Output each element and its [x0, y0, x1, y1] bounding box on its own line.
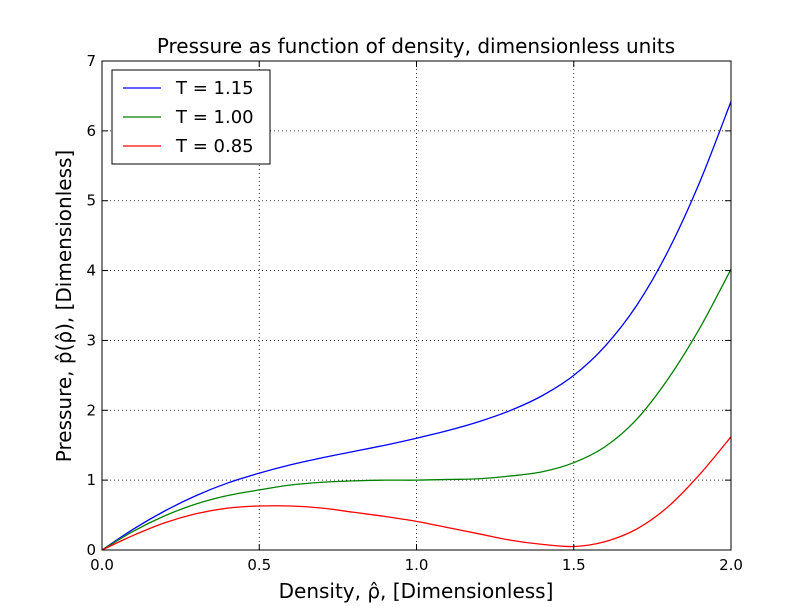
y-tick-label: 2 [86, 401, 96, 419]
series-line-3 [101, 436, 732, 551]
x-axis-label: Density, ρ̂, [Dimensionless] [279, 579, 554, 603]
ticks [101, 60, 732, 551]
legend: T = 1.15 T = 1.00 T = 0.85 [111, 69, 271, 165]
series-line-1 [101, 101, 732, 551]
legend-label-3: T = 0.85 [175, 136, 254, 157]
tick-labels: 0.0 0.5 1.0 1.5 2.0 0 1 2 3 4 5 6 7 [86, 52, 742, 574]
chart-title: Pressure as function of density, dimensi… [157, 34, 675, 58]
legend-label-2: T = 1.00 [175, 107, 254, 128]
x-tick-label: 1.5 [562, 556, 586, 574]
y-tick-label: 7 [86, 52, 96, 70]
x-tick-label: 2.0 [719, 556, 743, 574]
y-tick-label: 6 [86, 122, 96, 140]
y-tick-label: 3 [86, 331, 96, 349]
grid [102, 61, 731, 550]
x-tick-label: 1.0 [405, 556, 429, 574]
y-tick-label: 0 [86, 541, 96, 559]
y-tick-label: 5 [86, 192, 96, 210]
y-tick-label: 1 [86, 471, 96, 489]
series-group [101, 101, 732, 551]
y-axis-label: Pressure, p̂(ρ̂), [Dimensionless] [52, 150, 76, 462]
x-tick-label: 0.0 [90, 556, 114, 574]
y-tick-label: 4 [86, 262, 96, 280]
x-tick-label: 0.5 [247, 556, 271, 574]
legend-label-1: T = 1.15 [175, 78, 254, 99]
series-line-2 [101, 268, 732, 551]
